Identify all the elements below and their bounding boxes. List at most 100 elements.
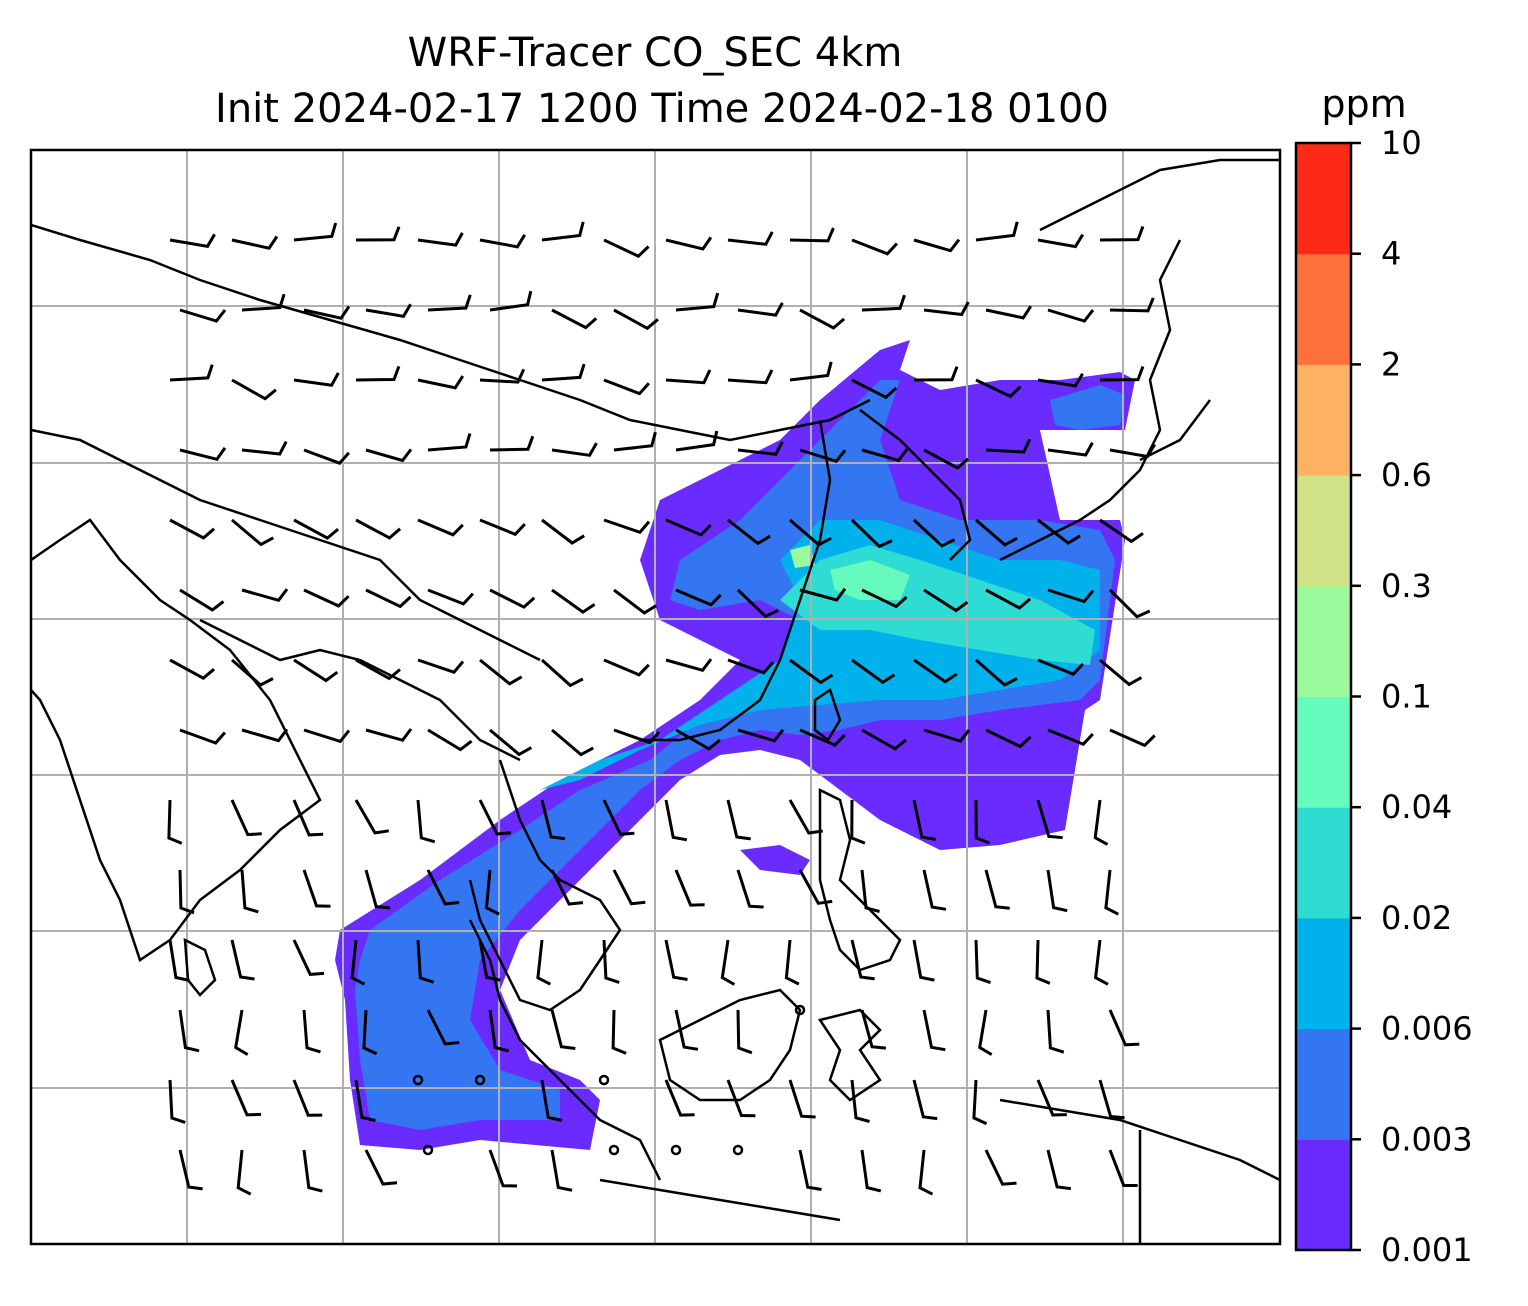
wind-barb	[365, 588, 412, 609]
calm-marker	[670, 1144, 682, 1156]
wind-barb	[303, 728, 351, 744]
plume-patch-east	[1050, 385, 1125, 430]
wind-barb	[860, 1149, 882, 1193]
wind-barb	[675, 292, 720, 312]
wind-barb	[179, 447, 227, 462]
colorbar-tick-label: 0.1	[1381, 678, 1432, 716]
wind-barb	[861, 728, 907, 751]
wind-barb	[551, 308, 598, 330]
wind-barb	[665, 518, 712, 537]
wind-barb	[974, 939, 991, 985]
wind-barb	[541, 363, 586, 382]
wind-barb	[784, 939, 800, 986]
wind-barb	[417, 518, 464, 537]
wind-barb	[918, 1149, 934, 1196]
calm-marker	[794, 1004, 806, 1016]
wind-barbs	[167, 221, 1156, 1196]
wind-barb	[789, 658, 834, 685]
calm-marker	[598, 1074, 610, 1086]
wind-barb	[302, 1149, 323, 1193]
wind-barb	[416, 939, 435, 984]
wind-barb	[427, 728, 473, 752]
wind-barb	[1109, 297, 1155, 313]
wind-barb	[799, 728, 846, 747]
colorbar-tick-label: 0.6	[1381, 456, 1432, 494]
wind-barb	[985, 588, 1032, 610]
wind-barb	[674, 869, 705, 907]
wind-barb	[664, 939, 688, 981]
wind-barb	[1046, 869, 1068, 913]
wind-barb	[860, 1009, 887, 1050]
wind-barb	[355, 226, 401, 242]
wind-barb	[613, 588, 657, 615]
plume-patch-south	[740, 845, 810, 875]
wind-barb	[479, 234, 526, 249]
wind-barb	[302, 1009, 321, 1054]
wind-barb	[975, 518, 1018, 547]
wind-barb	[302, 869, 331, 908]
wind-barb	[426, 869, 460, 906]
wind-barb	[178, 1149, 203, 1191]
wind-barb	[1108, 1009, 1140, 1047]
wind-barb	[1109, 443, 1156, 459]
wind-barb	[736, 869, 764, 909]
wind-barb	[179, 308, 227, 323]
wind-barb	[362, 1009, 378, 1056]
calm-marker	[422, 1144, 434, 1156]
wind-barb	[484, 869, 500, 916]
colorbar-swatch	[1296, 807, 1351, 919]
wind-barb	[292, 1079, 323, 1117]
wind-barb	[416, 799, 436, 844]
wind-barb	[675, 728, 721, 751]
wind-barb	[236, 1149, 252, 1196]
wind-barb	[536, 939, 551, 986]
co-tracer-plume	[335, 340, 1135, 1150]
wind-barb	[912, 799, 936, 841]
colorbar-swatch	[1296, 143, 1351, 255]
wind-barb	[293, 518, 340, 540]
wind-barb	[550, 1149, 573, 1192]
wind-barb	[612, 869, 646, 906]
wind-barb	[851, 238, 899, 256]
wind-barb	[726, 1079, 756, 1118]
title-line-2: Init 2024-02-17 1200 Time 2024-02-18 010…	[215, 86, 1109, 132]
wind-barb	[675, 588, 722, 607]
wind-barb	[851, 658, 896, 685]
calm-marker	[608, 1144, 620, 1156]
colorbar-swatch	[1296, 696, 1351, 808]
colorbar-tick-label: 10	[1381, 124, 1422, 162]
wind-barb	[737, 728, 785, 743]
wind-barb	[427, 294, 472, 312]
wind-barb	[231, 518, 275, 547]
wind-barb	[860, 869, 880, 913]
wind-barb	[798, 869, 833, 905]
wind-barb	[799, 587, 847, 602]
wind-barb	[365, 728, 413, 742]
wind-barb	[850, 518, 893, 549]
colorbar-swatch	[1296, 585, 1351, 697]
wind-barb	[727, 518, 771, 546]
wind-barb	[1037, 233, 1084, 249]
colorbar-swatch	[1296, 364, 1351, 476]
map-panel	[29, 148, 1282, 1246]
wind-barb	[720, 939, 736, 986]
wind-barb	[1047, 441, 1094, 457]
wind-barb	[241, 728, 289, 743]
wind-barb	[1098, 1079, 1125, 1120]
wind-barb	[1047, 308, 1095, 323]
wind-barb	[240, 869, 259, 914]
wind-barb	[354, 799, 390, 835]
wind-barb	[1109, 728, 1156, 748]
wind-barb	[417, 232, 464, 247]
colorbar-tick-label: 2	[1381, 345, 1401, 383]
wind-barb	[737, 441, 784, 456]
wind-barb	[611, 1009, 627, 1055]
wind-barb	[674, 1009, 699, 1051]
wind-barb	[479, 518, 526, 537]
wind-barb	[293, 372, 340, 387]
calm-marker	[732, 1144, 744, 1156]
wind-barb	[799, 308, 846, 330]
wind-barb	[540, 1079, 563, 1122]
wind-barb	[169, 233, 216, 248]
